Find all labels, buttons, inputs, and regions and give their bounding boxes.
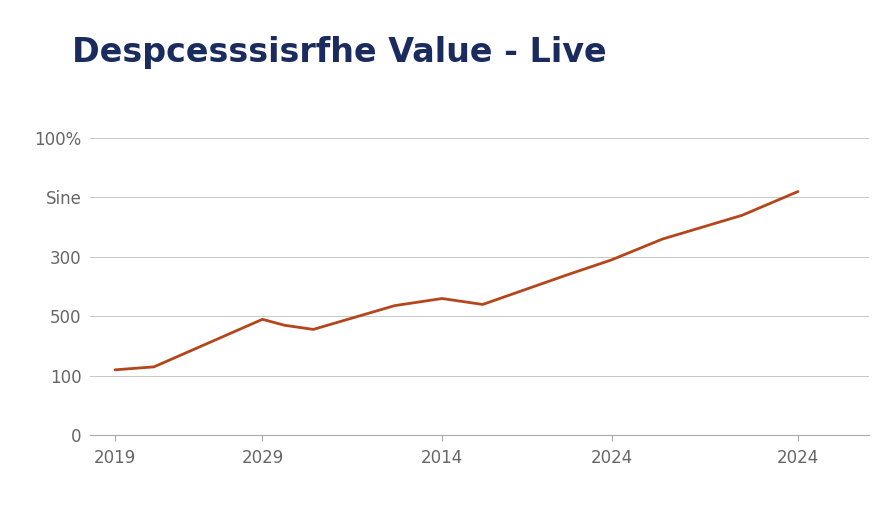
Text: Despcesssisrfhe Value - Live: Despcesssisrfhe Value - Live [72, 36, 607, 69]
